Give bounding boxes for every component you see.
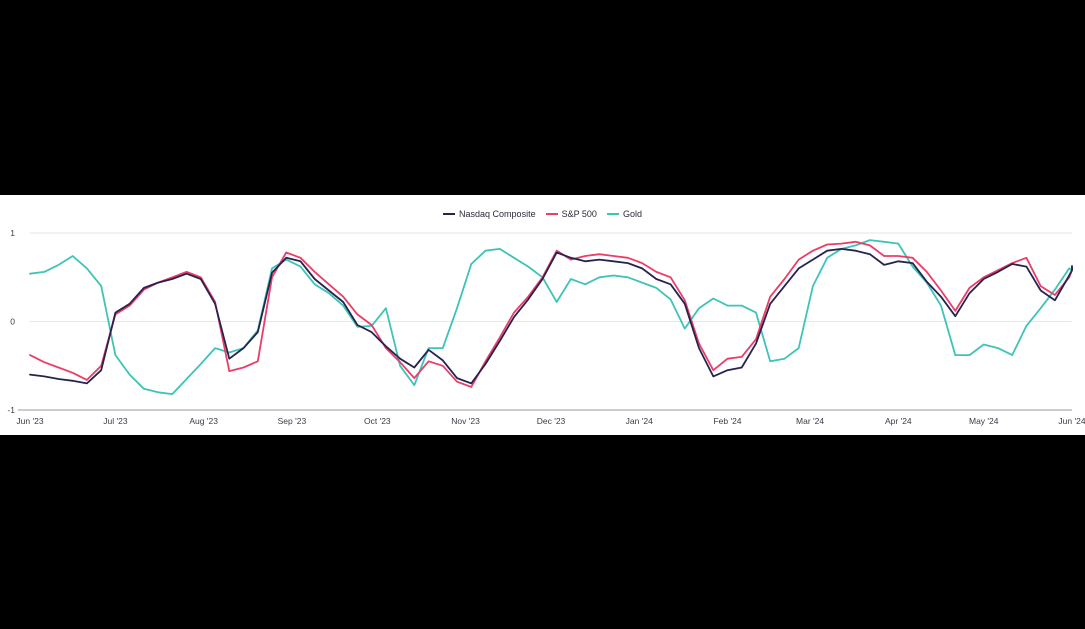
series-line-gold: [29, 239, 1073, 396]
legend-label-gold: Gold: [622, 209, 642, 219]
x-tick-label-3: Sep '23: [278, 416, 307, 426]
y-tick-label-1: 0: [10, 317, 15, 327]
x-tick-label-8: Feb '24: [713, 416, 741, 426]
legend-swatch-sp500: [545, 213, 558, 215]
x-tick-label-5: Nov '23: [451, 416, 480, 426]
x-tick-label-12: Jun '24: [1058, 416, 1085, 426]
legend-label-sp500: S&P 500: [561, 209, 597, 219]
legend-swatch-nasdaq: [443, 213, 456, 215]
x-tick-label-0: Jun '23: [16, 416, 43, 426]
y-tick-label-2: -1: [7, 405, 15, 415]
chart-panel: Nasdaq Composite S&P 500 Gold 1 0 -1 Jun '2…: [0, 195, 1085, 435]
legend-label-nasdaq: Nasdaq Composite: [459, 209, 536, 219]
legend-swatch-gold: [606, 213, 619, 215]
x-tick-label-4: Oct '23: [364, 416, 391, 426]
legend: Nasdaq Composite S&P 500 Gold: [0, 209, 1085, 219]
x-tick-label-1: Jul '23: [103, 416, 128, 426]
x-tick-label-10: Apr '24: [885, 416, 912, 426]
legend-item-nasdaq[interactable]: Nasdaq Composite: [443, 209, 536, 219]
legend-item-sp500[interactable]: S&P 500: [545, 209, 597, 219]
x-tick-label-7: Jan '24: [626, 416, 653, 426]
x-tick-label-11: May '24: [969, 416, 999, 426]
x-tick-label-9: Mar '24: [796, 416, 824, 426]
y-tick-label-0: 1: [10, 228, 15, 238]
series-line-nasdaq-composite: [29, 248, 1073, 385]
legend-item-gold[interactable]: Gold: [606, 209, 642, 219]
x-tick-label-6: Dec '23: [537, 416, 566, 426]
x-tick-label-2: Aug '23: [189, 416, 218, 426]
